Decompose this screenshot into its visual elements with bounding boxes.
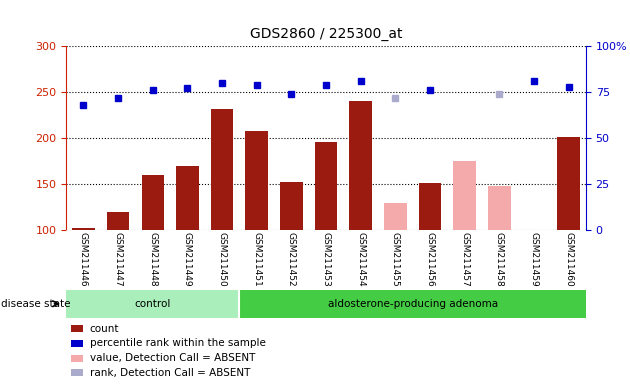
Text: GSM211450: GSM211450 — [217, 232, 227, 287]
Text: GSM211449: GSM211449 — [183, 232, 192, 287]
Text: aldosterone-producing adenoma: aldosterone-producing adenoma — [328, 299, 498, 309]
Bar — [350, 101, 372, 230]
Bar — [72, 228, 94, 230]
Text: GSM211459: GSM211459 — [529, 232, 539, 287]
Bar — [71, 369, 83, 376]
Text: count: count — [89, 324, 119, 334]
Text: GSM211460: GSM211460 — [564, 232, 573, 287]
Bar — [71, 354, 83, 362]
Text: GSM211458: GSM211458 — [495, 232, 504, 287]
Bar — [384, 203, 406, 230]
Text: GSM211447: GSM211447 — [113, 232, 123, 287]
Bar — [246, 131, 268, 230]
Text: value, Detection Call = ABSENT: value, Detection Call = ABSENT — [89, 353, 255, 363]
Text: GSM211456: GSM211456 — [425, 232, 435, 287]
Text: GSM211454: GSM211454 — [356, 232, 365, 287]
Bar — [239, 290, 586, 318]
Bar — [71, 340, 83, 347]
Text: percentile rank within the sample: percentile rank within the sample — [89, 338, 265, 348]
Bar — [558, 137, 580, 230]
Bar — [419, 184, 441, 230]
Text: GSM211452: GSM211452 — [287, 232, 296, 287]
Bar — [176, 166, 198, 230]
Text: control: control — [135, 299, 171, 309]
Text: GSM211451: GSM211451 — [252, 232, 261, 287]
Text: rank, Detection Call = ABSENT: rank, Detection Call = ABSENT — [89, 368, 250, 378]
Bar — [488, 186, 510, 230]
Bar — [107, 212, 129, 230]
Bar — [142, 175, 164, 230]
Text: GSM211448: GSM211448 — [148, 232, 158, 287]
Bar — [315, 142, 337, 230]
Bar — [211, 109, 233, 230]
Text: GSM211446: GSM211446 — [79, 232, 88, 287]
Text: GSM211453: GSM211453 — [321, 232, 331, 287]
Bar — [71, 325, 83, 332]
Bar — [66, 290, 239, 318]
Text: GSM211455: GSM211455 — [391, 232, 400, 287]
Text: GDS2860 / 225300_at: GDS2860 / 225300_at — [249, 27, 403, 41]
Text: GSM211457: GSM211457 — [460, 232, 469, 287]
Text: disease state: disease state — [1, 299, 71, 309]
Bar — [280, 182, 302, 230]
Bar — [454, 161, 476, 230]
